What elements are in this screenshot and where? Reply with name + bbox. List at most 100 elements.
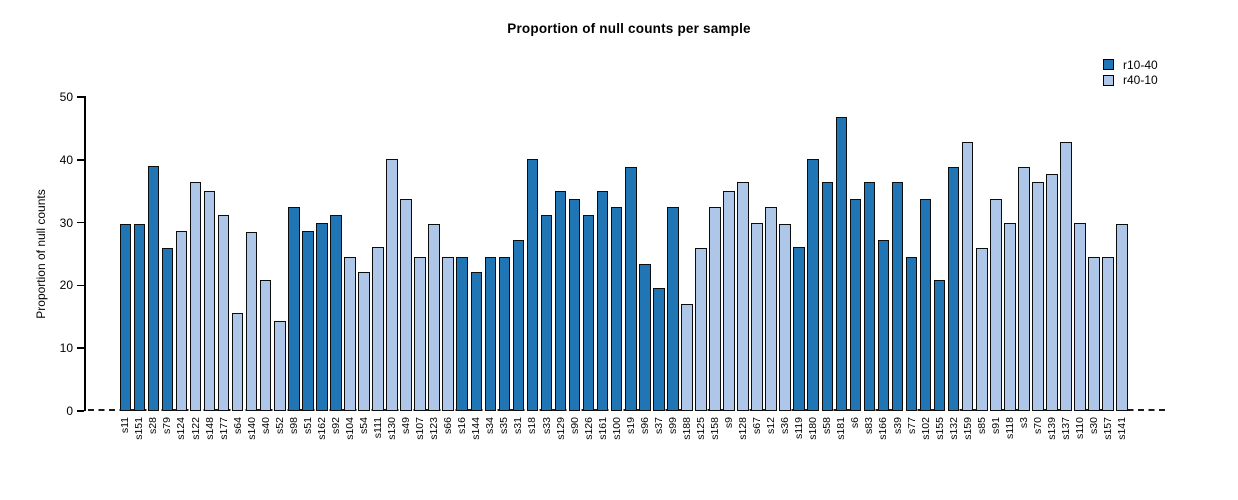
- bar-s155: [933, 279, 946, 411]
- legend-swatch-icon: [1103, 59, 1114, 71]
- x-tick-label: s104: [343, 417, 356, 440]
- x-tick-label: s31: [512, 417, 525, 434]
- bar-s102: [919, 198, 932, 411]
- y-axis-spine: [84, 96, 86, 411]
- x-tick-label: s151: [133, 417, 146, 440]
- bar-s177: [217, 215, 230, 411]
- x-tick-label: s130: [386, 417, 399, 440]
- bar-s180: [807, 158, 820, 411]
- y-axis-title: Proportion of null counts: [34, 189, 48, 319]
- bar-s33: [540, 215, 553, 411]
- x-tick-label: s188: [680, 417, 693, 440]
- bar-s28: [147, 166, 160, 411]
- bar-s122: [189, 182, 202, 411]
- x-tick-label: s122: [189, 417, 202, 440]
- x-tick-label: s119: [793, 417, 806, 439]
- bar-s144: [470, 272, 483, 411]
- x-tick-label: s52: [273, 417, 286, 434]
- x-tick-label: s3: [1017, 417, 1030, 429]
- bar-s19: [624, 166, 637, 411]
- bar-s99: [667, 206, 679, 411]
- bar-s51: [302, 231, 314, 411]
- bar-s104: [344, 257, 356, 411]
- bar-s6: [849, 198, 862, 411]
- bar-s79: [161, 247, 174, 411]
- x-tick-label: s132: [947, 417, 960, 440]
- bar-s9: [723, 191, 735, 411]
- y-tick-label: 10: [59, 341, 73, 356]
- bar-s77: [905, 256, 918, 411]
- bar-s70: [1032, 182, 1044, 411]
- x-tick-label: s158: [708, 417, 721, 440]
- bar-s49: [400, 198, 412, 411]
- bar-s110: [1074, 223, 1086, 411]
- x-tick-label: s64: [231, 417, 244, 434]
- bar-s151: [133, 223, 146, 411]
- x-tick-label: s28: [147, 417, 160, 434]
- bar-s3: [1018, 166, 1030, 411]
- legend-swatch-icon: [1103, 74, 1114, 86]
- x-tick-label: s67: [751, 417, 764, 434]
- bar-s119: [793, 247, 805, 411]
- bar-s130: [386, 158, 398, 411]
- x-tick-label: s102: [919, 417, 932, 440]
- x-tick-label: s123: [428, 417, 441, 440]
- bar-s132: [947, 166, 960, 411]
- x-tick-label: s155: [933, 417, 946, 440]
- x-tick-label: s85: [975, 417, 988, 434]
- x-tick-label: s148: [203, 417, 216, 440]
- bar-s52: [273, 321, 286, 411]
- x-tick-label: s77: [905, 417, 918, 434]
- x-tick-label: s181: [835, 417, 848, 440]
- x-tick-label: s16: [456, 417, 469, 434]
- bar-s85: [975, 247, 988, 411]
- x-tick-label: s40: [259, 417, 272, 434]
- bar-s118: [1004, 223, 1016, 411]
- x-tick-label: s166: [877, 417, 890, 440]
- bar-s58: [821, 182, 834, 411]
- bar-s91: [989, 198, 1002, 411]
- x-tick-label: s35: [498, 417, 511, 434]
- x-tick-label: s137: [1059, 417, 1072, 440]
- x-tick-label: s90: [568, 417, 581, 434]
- x-tick-label: s49: [400, 417, 413, 434]
- bar-s128: [737, 182, 749, 411]
- bar-s98: [287, 206, 300, 411]
- x-tick-label: s34: [484, 417, 497, 434]
- x-tick-label: s118: [1003, 417, 1016, 439]
- bar-s188: [681, 304, 693, 411]
- bar-s11: [119, 223, 132, 411]
- x-tick-label: s124: [175, 417, 188, 440]
- bar-s37: [653, 287, 665, 411]
- bar-s30: [1088, 256, 1100, 411]
- x-tick-label: s162: [315, 417, 328, 440]
- x-tick-label: s99: [666, 417, 679, 434]
- bar-s158: [709, 206, 721, 411]
- legend: r10-40 r40-10: [1103, 57, 1158, 88]
- bar-s54: [358, 272, 370, 411]
- y-tick-mark: [77, 159, 84, 161]
- x-tick-label: s128: [737, 417, 750, 440]
- bar-s31: [512, 239, 525, 411]
- x-tick-label: s100: [610, 417, 623, 440]
- bar-s64: [231, 313, 244, 411]
- x-tick-label: s180: [807, 417, 820, 440]
- bar-s162: [316, 223, 328, 411]
- bar-s157: [1102, 256, 1114, 411]
- x-tick-label: s141: [1116, 417, 1129, 440]
- bar-s126: [582, 215, 595, 411]
- x-tick-label: s98: [287, 417, 300, 434]
- bar-s96: [638, 264, 651, 411]
- x-tick-label: s18: [526, 417, 539, 434]
- bar-s16: [456, 256, 469, 411]
- x-tick-label: s51: [301, 417, 314, 434]
- bar-s111: [372, 247, 384, 411]
- y-tick-mark: [77, 284, 84, 287]
- legend-item: r40-10: [1103, 73, 1158, 89]
- bar-s18: [526, 158, 539, 411]
- legend-item: r10-40: [1103, 57, 1158, 73]
- bar-s12: [765, 206, 777, 411]
- bar-s125: [695, 247, 707, 411]
- bar-s137: [1060, 142, 1072, 411]
